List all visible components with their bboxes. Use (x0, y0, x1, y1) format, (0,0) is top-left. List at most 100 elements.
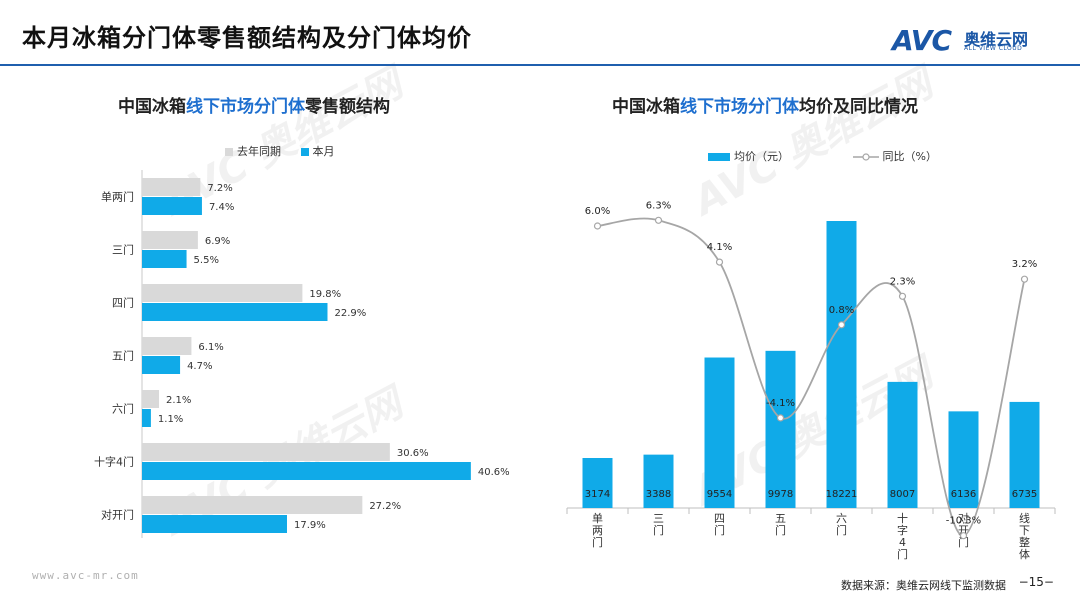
bar-value-label: 3388 (646, 489, 671, 500)
category-label: 对开门 (101, 508, 134, 522)
category-label-char: 门 (775, 523, 786, 537)
yoy-value-label: 0.8% (829, 305, 854, 316)
yoy-value-label: 2.3% (890, 276, 915, 287)
yoy-value-label: 6.0% (585, 206, 610, 217)
data-label: 6.1% (198, 342, 223, 353)
legend-item-yoy: 同比（%） (852, 148, 937, 164)
left-chart-legend: 去年同期 本月 (225, 143, 351, 159)
data-label: 40.6% (478, 467, 510, 478)
data-label: 19.8% (309, 289, 341, 300)
category-label: 单两门 (101, 190, 134, 204)
page-number: −15− (1018, 575, 1054, 589)
bar-this-month (142, 197, 202, 215)
bar-avg-price (704, 357, 735, 508)
bar-last-year (142, 178, 201, 196)
category-label-char: 对 (958, 511, 969, 525)
bar-avg-price (948, 411, 979, 508)
bar-avg-price (643, 454, 674, 508)
right-chart-legend: 均价（元） 同比（%） (708, 148, 953, 164)
yoy-value-label: 4.1% (707, 242, 732, 253)
data-label: 4.7% (187, 361, 212, 372)
bar-last-year (142, 443, 390, 461)
bar-avg-price (1009, 401, 1040, 508)
category-label-char: 门 (958, 535, 969, 549)
logo-avc: AVC (892, 24, 952, 57)
bar-avg-price (887, 381, 918, 508)
legend-item-last-year: 去年同期 (225, 143, 281, 159)
category-label-char: 下 (1019, 524, 1030, 537)
bar-last-year (142, 337, 192, 355)
bar-last-year (142, 390, 160, 408)
yoy-point (715, 258, 724, 266)
category-label-char: 五 (775, 512, 786, 525)
category-label: 十字4门 (94, 455, 134, 469)
yoy-value-label: -10.3% (946, 516, 981, 527)
logo-cn: 奥维云网 (964, 30, 1029, 49)
category-label-char: 线 (1019, 511, 1030, 525)
bar-this-month (142, 515, 287, 533)
category-label-char: 开 (958, 524, 969, 537)
category-label-char: 整 (1019, 535, 1030, 549)
data-label: 22.9% (334, 308, 366, 319)
bar-value-label: 6136 (951, 489, 976, 500)
data-label: 2.1% (166, 395, 191, 406)
yoy-point (898, 292, 907, 300)
left-chart-title: 中国冰箱线下市场分门体零售额结构 (118, 97, 390, 117)
bar-last-year (142, 231, 198, 249)
data-label: 7.4% (209, 202, 234, 213)
category-label-char: 4 (899, 536, 906, 549)
yoy-point (654, 216, 663, 224)
bar-value-label: 18221 (826, 489, 858, 500)
category-label-char: 门 (653, 523, 664, 537)
bar-last-year (142, 496, 363, 514)
yoy-value-label: 3.2% (1012, 259, 1037, 270)
category-label: 六门 (112, 402, 134, 416)
yoy-point (837, 321, 846, 329)
yoy-point (1020, 275, 1029, 283)
yoy-point (593, 222, 602, 230)
category-label-char: 四 (714, 512, 725, 525)
bar-this-month (142, 303, 328, 321)
data-label: 30.6% (397, 448, 429, 459)
bar-this-month (142, 250, 187, 268)
category-label-char: 十 (897, 511, 908, 525)
category-label-char: 门 (836, 523, 847, 537)
category-label-char: 门 (592, 535, 603, 549)
bar-value-label: 9978 (768, 489, 793, 500)
data-label: 5.5% (194, 255, 219, 266)
bar-avg-price (582, 458, 613, 508)
data-label: 17.9% (294, 520, 326, 531)
category-label-char: 单 (592, 512, 603, 525)
bar-value-label: 9554 (707, 489, 732, 500)
data-label: 7.2% (207, 183, 232, 194)
category-label-char: 体 (1019, 547, 1030, 561)
category-label-char: 三 (653, 512, 664, 525)
bar-value-label: 3174 (585, 489, 610, 500)
data-label: 6.9% (205, 236, 230, 247)
bar-value-label: 6735 (1012, 489, 1037, 500)
category-label: 四门 (112, 296, 134, 310)
data-label: 1.1% (158, 414, 183, 425)
bar-value-label: 8007 (890, 489, 915, 500)
category-label: 五门 (112, 349, 134, 363)
yoy-value-label: 6.3% (646, 200, 671, 211)
bar-last-year (142, 284, 303, 302)
bar-this-month (142, 356, 181, 374)
category-label-char: 门 (897, 547, 908, 561)
category-label-char: 两 (592, 524, 603, 537)
data-source: 数据来源：奥维云网线下监测数据 (841, 579, 1006, 592)
bar-avg-price (765, 350, 796, 508)
bar-avg-price (826, 221, 857, 508)
logo-en: ALL VIEW CLOUD (964, 45, 1023, 52)
bar-this-month (142, 462, 471, 480)
legend-item-this-month: 本月 (300, 143, 335, 159)
right-chart-title: 中国冰箱线下市场分门体均价及同比情况 (612, 97, 918, 117)
yoy-point (776, 414, 785, 422)
yoy-value-label: -4.1% (766, 398, 795, 409)
page-title: 本月冰箱分门体零售额结构及分门体均价 (22, 24, 472, 52)
category-label-char: 六 (836, 512, 847, 525)
bar-this-month (142, 409, 151, 427)
data-label: 27.2% (369, 501, 401, 512)
